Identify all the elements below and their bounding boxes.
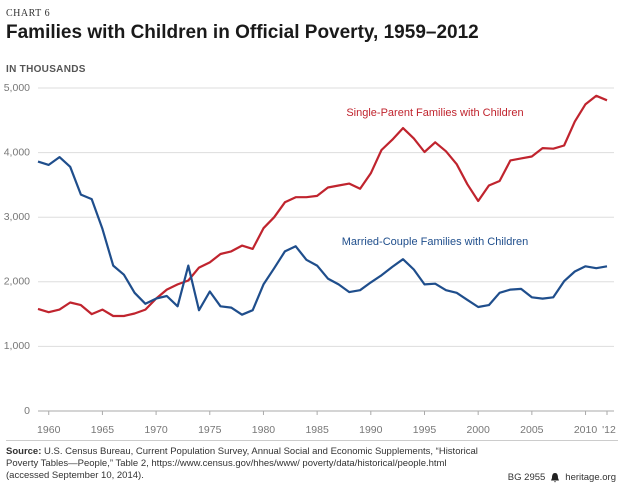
y-tick-label: 3,000 <box>4 211 30 223</box>
source-label: Source: <box>6 446 42 457</box>
x-tick-label: 1970 <box>144 424 168 436</box>
x-tick-label: 2000 <box>466 424 490 436</box>
x-tick-label: 1980 <box>252 424 276 436</box>
bell-icon <box>551 473 560 483</box>
series-label: Single-Parent Families with Children <box>346 107 523 119</box>
x-tick-label: 1975 <box>198 424 222 436</box>
x-tick-label: 1965 <box>91 424 115 436</box>
x-tick-label: 1985 <box>305 424 329 436</box>
y-tick-label: 0 <box>24 405 30 417</box>
x-tick-label: 1960 <box>37 424 61 436</box>
series-line <box>37 94 608 318</box>
divider <box>6 440 618 441</box>
source: Source: U.S. Census Bureau, Current Popu… <box>6 446 486 482</box>
series-line <box>37 156 608 316</box>
y-tick-label: 1,000 <box>4 340 30 352</box>
series-label: Married-Couple Families with Children <box>342 236 528 248</box>
x-tick-label: 1990 <box>359 424 383 436</box>
x-tick-label: '12 <box>602 424 616 436</box>
site: heritage.org <box>565 472 616 483</box>
y-tick-label: 4,000 <box>4 146 30 158</box>
x-tick-label: 1995 <box>413 424 437 436</box>
report-id: BG 2955 <box>507 472 546 483</box>
source-text: U.S. Census Bureau, Current Population S… <box>6 446 478 481</box>
chart-title: Families with Children in Official Pover… <box>6 22 479 43</box>
kicker: CHART 6 <box>6 8 51 19</box>
x-tick-label: 2005 <box>520 424 544 436</box>
y-tick-label: 5,000 <box>4 82 30 94</box>
y-axis-label: IN THOUSANDS <box>6 64 86 75</box>
x-tick-label: 2010 <box>574 424 598 436</box>
footer: BG 2955 heritage.org <box>508 472 616 483</box>
y-tick-label: 2,000 <box>4 276 30 288</box>
